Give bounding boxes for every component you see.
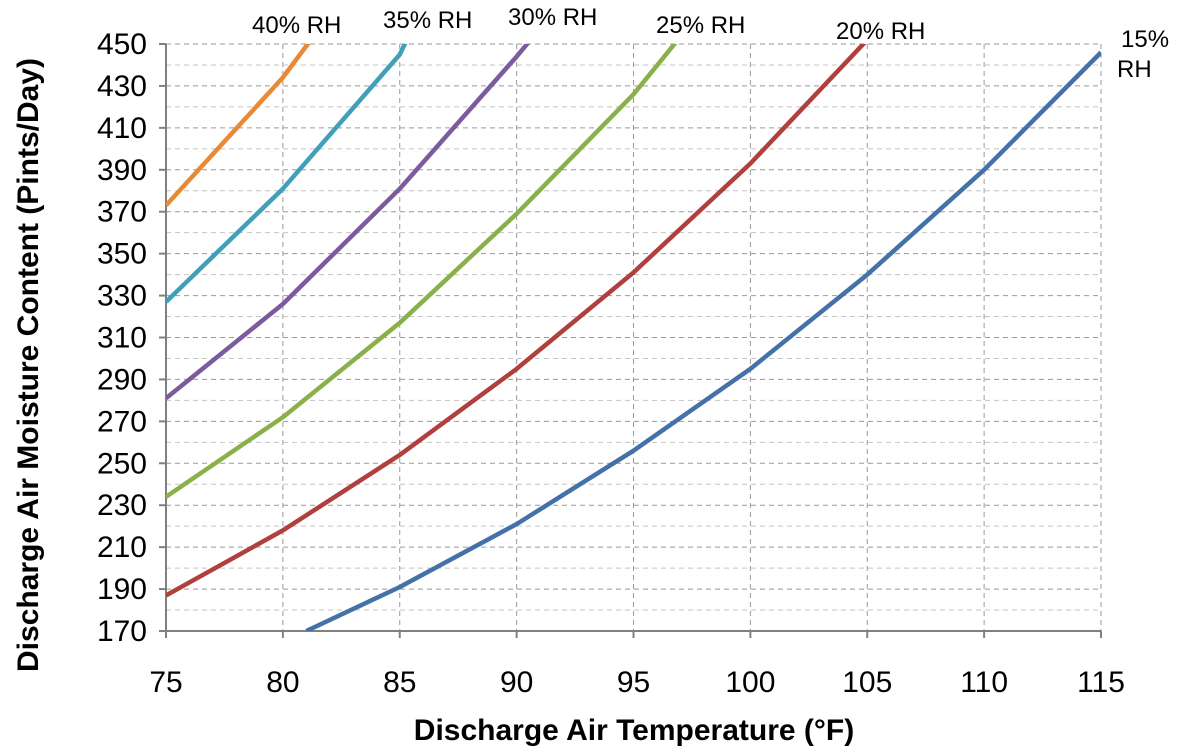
series-label: 15% [1121,26,1169,53]
series-line [166,44,867,598]
y-tick-label: 210 [97,531,147,564]
x-tick-label: 100 [725,666,775,699]
series-labels: 15% RH 20% RH 25% RH 30% RH 35% RH 40% RH [252,4,1169,83]
series-label: 40% RH [252,12,341,39]
series-line [166,44,531,401]
y-tick-label: 390 [97,154,147,187]
y-tick-label: 170 [97,615,147,648]
series-label: 30% RH [508,4,597,31]
series-label: 20% RH [836,18,925,45]
y-tick-label: 330 [97,280,147,313]
x-tick-label: 75 [149,666,182,699]
x-tick-label: 105 [842,666,892,699]
x-tick-label: 110 [960,666,1008,699]
x-tick-label: 95 [617,666,650,699]
y-tick-label: 410 [97,112,147,145]
y-tick-label: 350 [97,238,147,271]
x-tick-label: 85 [383,666,416,699]
y-tick-label: 310 [97,322,147,355]
x-axis-title: Discharge Air Temperature (°F) [414,714,854,747]
y-tick-label: 370 [97,196,147,229]
y-tick-label: 190 [97,573,147,606]
y-tick-label: 250 [97,447,147,480]
series-label: RH [1117,56,1152,83]
series-lines [166,44,1101,631]
x-tick-label: 90 [500,666,533,699]
series-line [166,44,678,499]
y-tick-labels: 170 190 210 230 250 270 290 310 330 350 370 390 410 4… [97,28,147,648]
y-tick-label: 270 [97,405,147,438]
y-tick-label: 430 [97,70,147,103]
axes [159,43,1102,638]
y-tick-label: 230 [97,489,147,522]
x-tick-label: 80 [266,666,299,699]
y-tick-label: 450 [97,28,147,61]
y-tick-label: 290 [97,363,147,396]
series-line [166,44,408,304]
grid-lines [166,43,1102,631]
y-axis-title: Discharge Air Moisture Content (Pints/Da… [12,58,45,672]
series-label: 35% RH [383,7,472,34]
series-line [166,44,311,207]
x-tick-labels: 75 80 85 90 95 100 105 110 115 [149,666,1125,699]
series-line [305,50,1101,631]
series-label: 25% RH [656,12,745,39]
x-tick-label: 115 [1077,666,1125,699]
